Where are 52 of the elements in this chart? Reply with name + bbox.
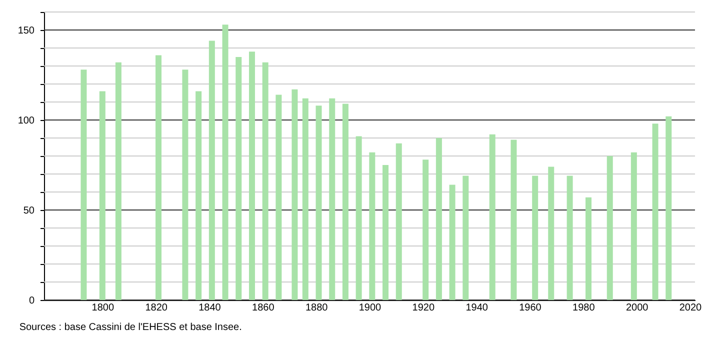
x-tick-label: 1840 [198,302,222,314]
bar [652,124,658,300]
bar [208,40,215,300]
bar [236,57,242,300]
bar [248,52,255,300]
bar [396,143,402,300]
x-tick-label: 1960 [519,302,542,314]
bar [99,91,106,300]
bar [156,55,162,300]
bar [566,176,573,300]
source-note: Sources : base Cassini de l'EHESS et base Insee. [19,322,242,333]
bar [630,152,637,300]
bar [182,70,188,300]
x-tick-label: 2020 [679,302,702,314]
bar [462,176,469,300]
bar [532,176,538,300]
bar [548,166,554,300]
x-tick-label: 1920 [412,302,435,314]
y-tick-label: 150 [18,26,35,36]
bar [666,116,672,300]
y-tick-label: 50 [23,206,35,216]
bar [436,138,442,300]
bar [510,140,517,300]
x-tick-label: 1980 [572,302,596,314]
bar [356,136,362,300]
bar [449,184,456,300]
x-tick-label: 1900 [358,302,382,314]
x-tick-label: 1880 [305,302,328,314]
bar [292,89,298,300]
bar [382,165,389,300]
bar [342,104,348,300]
x-tick-label: 2000 [626,302,649,314]
bar [422,160,429,300]
bar [80,70,87,300]
bar [302,98,308,300]
bar [115,62,122,300]
x-tick-label: 1800 [92,302,114,314]
bar [329,98,336,300]
y-tick-label: 0 [28,296,35,306]
x-tick-label: 1820 [145,302,168,314]
bar [489,134,496,300]
bar [369,152,376,300]
bar [586,197,592,300]
bar [606,156,613,300]
bar [316,106,322,300]
bar [222,24,228,300]
y-tick-label: 100 [18,116,35,126]
bar [196,91,202,300]
x-tick-label: 1940 [466,302,488,314]
bar [276,94,282,300]
x-tick-label: 1860 [252,302,275,314]
bar [262,62,268,300]
